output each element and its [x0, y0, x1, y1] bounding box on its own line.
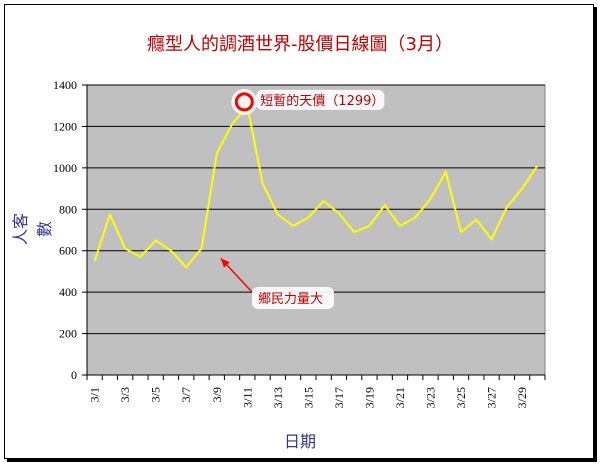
y-tick-label: 0 — [71, 368, 77, 382]
series-line — [93, 104, 539, 269]
x-tick-label: 3/19 — [362, 387, 376, 408]
x-tick-label: 3/21 — [393, 387, 407, 408]
x-tick-label: 3/9 — [210, 387, 224, 402]
arrow-label-bg — [252, 287, 334, 309]
peak-annotation-label: 短暫的天價（1299） — [260, 93, 384, 109]
y-tick-label: 400 — [59, 285, 77, 299]
x-tick-label: 3/23 — [424, 387, 438, 408]
peak-label-bg — [256, 89, 385, 110]
y-tick-label: 1200 — [53, 119, 77, 133]
y-tick-label: 1000 — [53, 161, 77, 175]
x-tick-label: 3/25 — [454, 387, 468, 408]
x-tick-label: 3/27 — [485, 387, 499, 408]
x-tick-label: 3/29 — [515, 387, 529, 408]
x-tick-label: 3/3 — [118, 387, 132, 402]
x-tick-label: 3/5 — [149, 387, 163, 402]
y-tick-label: 1400 — [53, 78, 77, 92]
plot-area — [86, 84, 546, 376]
x-tick-label: 3/15 — [301, 387, 315, 408]
x-tick-label: 3/1 — [88, 387, 102, 402]
x-axis-label: 日期 — [283, 432, 316, 451]
y-tick-label: 600 — [59, 244, 77, 258]
annotation-arrow-head — [220, 258, 230, 268]
x-tick-label: 3/13 — [271, 387, 285, 408]
arrow-annotation-label: 鄉民力量大 — [258, 291, 323, 307]
peak-marker-circle — [234, 92, 254, 112]
y-tick-label: 200 — [59, 327, 77, 341]
x-tick-label: 3/7 — [179, 387, 193, 402]
chart-title: 癮型人的調酒世界-股價日線圖（3月） — [147, 34, 453, 55]
x-tick-label: 3/17 — [332, 387, 346, 408]
y-tick-label: 800 — [59, 202, 77, 216]
x-tick-label: 3/11 — [240, 387, 254, 408]
